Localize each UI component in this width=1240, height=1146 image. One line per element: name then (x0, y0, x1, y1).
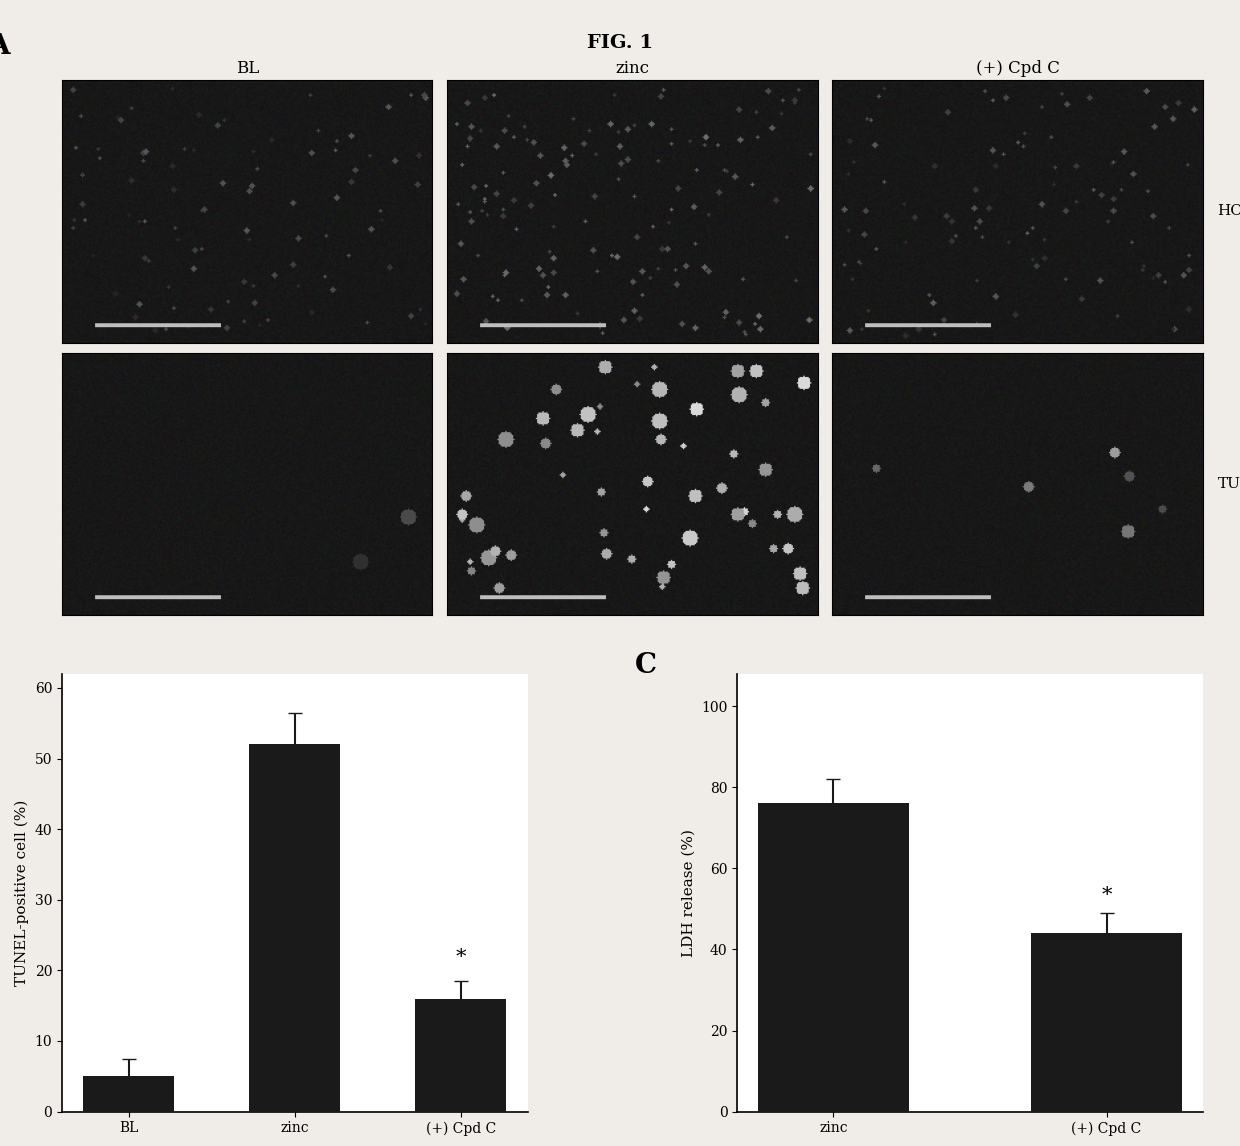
Y-axis label: TUNEL-positive cell (%): TUNEL-positive cell (%) (15, 800, 29, 986)
Bar (415, 998, 506, 1112)
Title: zinc: zinc (615, 61, 650, 77)
Bar (1032, 933, 1182, 1112)
Title: BL: BL (236, 61, 259, 77)
Text: HOECHST: HOECHST (1218, 204, 1240, 219)
Bar (759, 803, 909, 1112)
Y-axis label: LDH release (%): LDH release (%) (682, 829, 696, 957)
Title: (+) Cpd C: (+) Cpd C (976, 61, 1059, 77)
Bar (249, 745, 341, 1112)
Text: TUNEL: TUNEL (1218, 477, 1240, 492)
Text: *: * (1101, 886, 1112, 905)
Bar (83, 1076, 175, 1112)
Text: A: A (0, 33, 10, 60)
Text: FIG. 1: FIG. 1 (587, 34, 653, 53)
Text: *: * (455, 948, 466, 967)
Text: C: C (635, 652, 657, 678)
